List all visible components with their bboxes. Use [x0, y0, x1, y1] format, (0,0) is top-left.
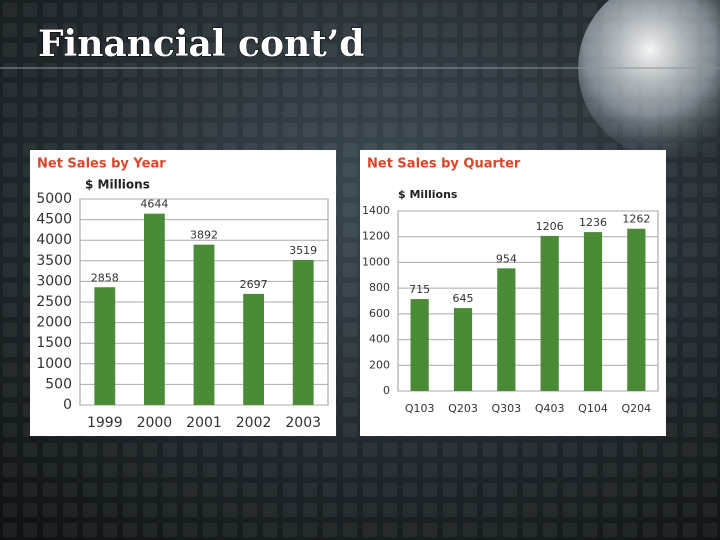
- y-tick-label: 3500: [36, 253, 72, 269]
- bar: [497, 268, 516, 391]
- y-tick-label: 1000: [36, 356, 72, 372]
- x-tick-label: Q303: [492, 402, 522, 415]
- bar: [143, 213, 165, 405]
- chart-title: Net Sales by Quarter: [367, 157, 521, 172]
- y-tick-label: 600: [369, 307, 390, 320]
- y-tick-label: 4000: [36, 232, 72, 248]
- y-tick-label: 0: [383, 384, 390, 397]
- y-tick-label: 400: [369, 333, 390, 346]
- data-label: 1262: [622, 213, 650, 226]
- x-tick-label: Q403: [535, 402, 565, 415]
- axis-unit: $ Millions: [398, 188, 458, 201]
- data-label: 715: [409, 283, 430, 296]
- y-tick-label: 800: [369, 281, 390, 294]
- data-label: 2697: [240, 278, 268, 291]
- bar: [540, 235, 559, 391]
- bar: [583, 232, 603, 391]
- chart-panel: [30, 150, 336, 436]
- x-tick-label: 2002: [236, 415, 272, 431]
- x-tick-label: Q103: [405, 402, 435, 415]
- x-tick-label: Q104: [578, 402, 608, 415]
- x-tick-label: 2001: [186, 415, 222, 431]
- y-tick-label: 2000: [36, 315, 72, 331]
- y-tick-label: 0: [63, 397, 72, 413]
- y-tick-label: 200: [369, 358, 390, 371]
- x-tick-label: Q204: [622, 402, 652, 415]
- bar: [243, 293, 265, 405]
- bar: [627, 228, 646, 391]
- y-tick-label: 1200: [362, 230, 390, 243]
- globe: [578, 0, 720, 158]
- y-tick-label: 1400: [362, 204, 390, 217]
- axis-unit: $ Millions: [85, 178, 150, 192]
- chart-title: Net Sales by Year: [37, 157, 166, 172]
- data-label: 1236: [579, 216, 607, 229]
- x-tick-label: 2000: [137, 415, 173, 431]
- y-tick-label: 2500: [36, 294, 72, 310]
- data-label: 3892: [190, 229, 218, 242]
- data-label: 2858: [91, 271, 119, 284]
- y-tick-label: 4500: [36, 212, 72, 228]
- bar: [410, 299, 429, 391]
- data-label: 954: [496, 252, 517, 265]
- x-tick-label: Q203: [448, 402, 478, 415]
- slide-title: Financial cont’d: [38, 23, 364, 65]
- x-tick-label: 1999: [87, 415, 123, 431]
- data-label: 645: [453, 292, 474, 305]
- y-tick-label: 5000: [36, 191, 72, 207]
- y-tick-label: 1500: [36, 335, 72, 351]
- bar: [193, 244, 215, 405]
- x-tick-label: 2003: [285, 415, 321, 431]
- y-tick-label: 1000: [362, 255, 390, 268]
- data-label: 4644: [140, 198, 168, 211]
- data-label: 3519: [289, 244, 317, 257]
- bar: [453, 308, 473, 391]
- y-tick-label: 500: [45, 376, 72, 392]
- y-tick-label: 3000: [36, 273, 72, 289]
- bar: [292, 260, 314, 405]
- bar: [94, 287, 116, 405]
- data-label: 1206: [536, 220, 564, 233]
